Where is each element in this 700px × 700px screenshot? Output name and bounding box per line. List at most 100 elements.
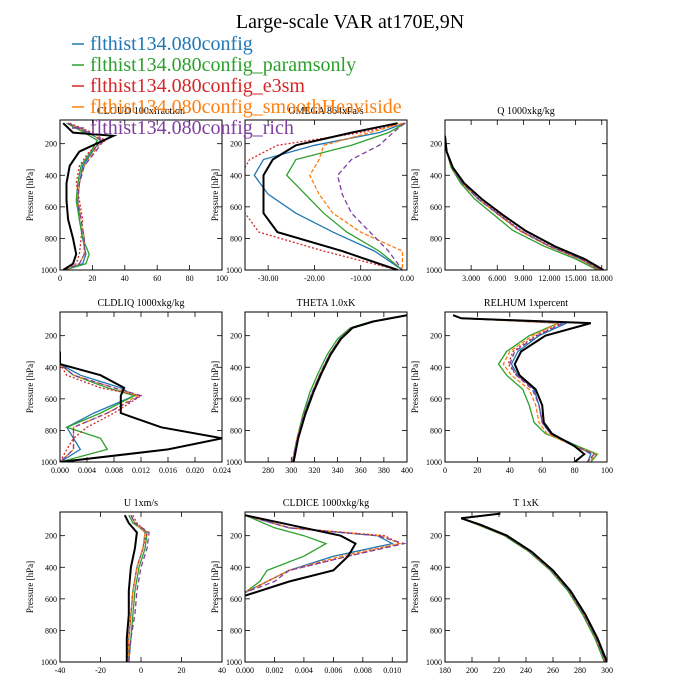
y-tick-label: 800 xyxy=(45,626,57,635)
x-tick-label: 0.002 xyxy=(265,666,283,675)
x-tick-label: 20 xyxy=(178,666,186,675)
series-line-flthist134.080config_e3sm xyxy=(60,351,143,462)
series-line-flthist134.080config_e3sm xyxy=(452,314,596,462)
panel-title: T 1xK xyxy=(513,498,539,509)
x-tick-label: 320 xyxy=(308,466,320,475)
series-line-flthist134.080config_rich xyxy=(460,512,607,662)
y-tick-label: 200 xyxy=(430,332,442,341)
y-tick-label: 800 xyxy=(230,626,242,635)
legend-label: flthist134.080config_rich xyxy=(90,117,294,139)
y-tick-label: 600 xyxy=(430,595,442,604)
x-tick-label: 0.004 xyxy=(78,466,96,475)
x-tick-label: 100 xyxy=(216,274,228,283)
plot-frame xyxy=(444,311,608,463)
y-tick-label: 400 xyxy=(230,363,242,372)
legend-label: flthist134.080config_smoothHeaviside xyxy=(90,96,402,118)
series-line-flthist134.080config_smoothHeaviside xyxy=(445,135,600,270)
series-line-obs xyxy=(460,512,607,662)
y-tick-label: 200 xyxy=(45,332,57,341)
x-tick-label: 300 xyxy=(601,666,613,675)
panel-title: CLOUD 100xfraction xyxy=(97,106,185,117)
series-line-obs xyxy=(245,514,357,597)
x-tick-label: 3.000 xyxy=(462,274,480,283)
y-tick-label: 800 xyxy=(430,626,442,635)
x-tick-label: 340 xyxy=(332,466,344,475)
x-tick-label: 280 xyxy=(574,666,586,675)
series-line-flthist134.080config_e3sm xyxy=(62,122,107,270)
y-axis-label: Pressure [hPa] xyxy=(210,561,220,613)
series-line-flthist134.080config_smoothHeaviside xyxy=(309,122,404,270)
panel-5: THETA 1.0xK Pressure [hPa] 200 400 600 800 100… xyxy=(210,298,413,475)
y-tick-label: 800 xyxy=(430,426,442,435)
y-tick-label: 400 xyxy=(230,563,242,572)
y-tick-label: 800 xyxy=(430,234,442,243)
series-line-flthist134.080config_rich xyxy=(64,122,105,270)
x-tick-label: 260 xyxy=(547,666,559,675)
y-tick-label: 200 xyxy=(45,532,57,541)
x-tick-label: 12.000 xyxy=(539,274,561,283)
panel-title: U 1xm/s xyxy=(124,498,158,509)
panel-title: CLDLIQ 1000xkg/kg xyxy=(98,298,185,309)
y-axis-label: Pressure [hPa] xyxy=(25,561,35,613)
y-tick-label: 1000 xyxy=(426,458,442,467)
y-tick-label: 1000 xyxy=(426,266,442,275)
y-tick-label: 1000 xyxy=(226,658,242,667)
series-line-flthist134.080config_rich xyxy=(336,122,406,270)
panel-8: CLDICE 1000xkg/kg Pressure [hPa] 200 400 600… xyxy=(210,498,408,675)
y-tick-label: 400 xyxy=(430,171,442,180)
x-tick-label: -30.00 xyxy=(258,274,279,283)
y-tick-label: 200 xyxy=(430,140,442,149)
x-tick-label: 9.000 xyxy=(514,274,532,283)
plot-frame xyxy=(244,511,408,663)
y-tick-label: 600 xyxy=(430,203,442,212)
plot-frame xyxy=(444,119,608,271)
y-axis-label: Pressure [hPa] xyxy=(210,361,220,413)
plot-frame xyxy=(59,311,223,463)
series-line-obs xyxy=(292,314,407,462)
series-line-flthist134.080config_rich xyxy=(445,135,601,270)
x-tick-label: 40 xyxy=(506,466,514,475)
x-tick-label: 0.008 xyxy=(354,666,372,675)
x-tick-label: 0.004 xyxy=(295,666,313,675)
x-tick-label: 0.006 xyxy=(324,666,342,675)
figure-title: Large-scale VAR at170E,9N xyxy=(236,11,464,33)
y-tick-label: 1000 xyxy=(41,658,57,667)
x-tick-label: 20 xyxy=(473,466,481,475)
legend-label: flthist134.080config xyxy=(90,33,253,55)
x-tick-label: 0.000 xyxy=(236,666,254,675)
plot-frame xyxy=(444,511,608,663)
series-line-flthist134.080config_paramsonly xyxy=(291,314,407,462)
y-tick-label: 200 xyxy=(230,140,242,149)
x-tick-label: -20 xyxy=(95,666,106,675)
y-axis-label: Pressure [hPa] xyxy=(410,169,420,221)
x-tick-label: 0.012 xyxy=(132,466,150,475)
series-line-flthist134.080config_smoothHeaviside xyxy=(245,514,402,594)
panel-title: RELHUM 1xpercent xyxy=(484,298,568,309)
panel-title: CLDICE 1000xkg/kg xyxy=(283,498,369,509)
x-tick-label: 360 xyxy=(355,466,367,475)
y-tick-label: 1000 xyxy=(41,458,57,467)
y-tick-label: 200 xyxy=(230,332,242,341)
y-tick-label: 600 xyxy=(430,395,442,404)
panel-title: Q 1000xkg/kg xyxy=(497,106,555,117)
x-tick-label: 0.024 xyxy=(213,466,231,475)
x-tick-label: 0 xyxy=(58,274,62,283)
panel-title: THETA 1.0xK xyxy=(297,298,356,309)
plot-frame xyxy=(244,119,408,271)
x-tick-label: 80 xyxy=(186,274,194,283)
series-line-flthist134.080config xyxy=(460,512,607,662)
y-axis-label: Pressure [hPa] xyxy=(25,361,35,413)
panel-3: Q 1000xkg/kg Pressure [hPa] 200 400 600 800 10… xyxy=(410,106,613,283)
x-tick-label: 180 xyxy=(439,666,451,675)
series-line-flthist134.080config_smoothHeaviside xyxy=(460,512,607,662)
x-tick-label: 18.000 xyxy=(591,274,613,283)
y-tick-label: 400 xyxy=(45,363,57,372)
y-tick-label: 400 xyxy=(430,563,442,572)
y-tick-label: 800 xyxy=(230,234,242,243)
y-tick-label: 200 xyxy=(230,532,242,541)
y-tick-label: 600 xyxy=(230,595,242,604)
x-tick-label: 40 xyxy=(218,666,226,675)
series-line-flthist134.080config xyxy=(445,135,601,270)
y-tick-label: 800 xyxy=(230,426,242,435)
